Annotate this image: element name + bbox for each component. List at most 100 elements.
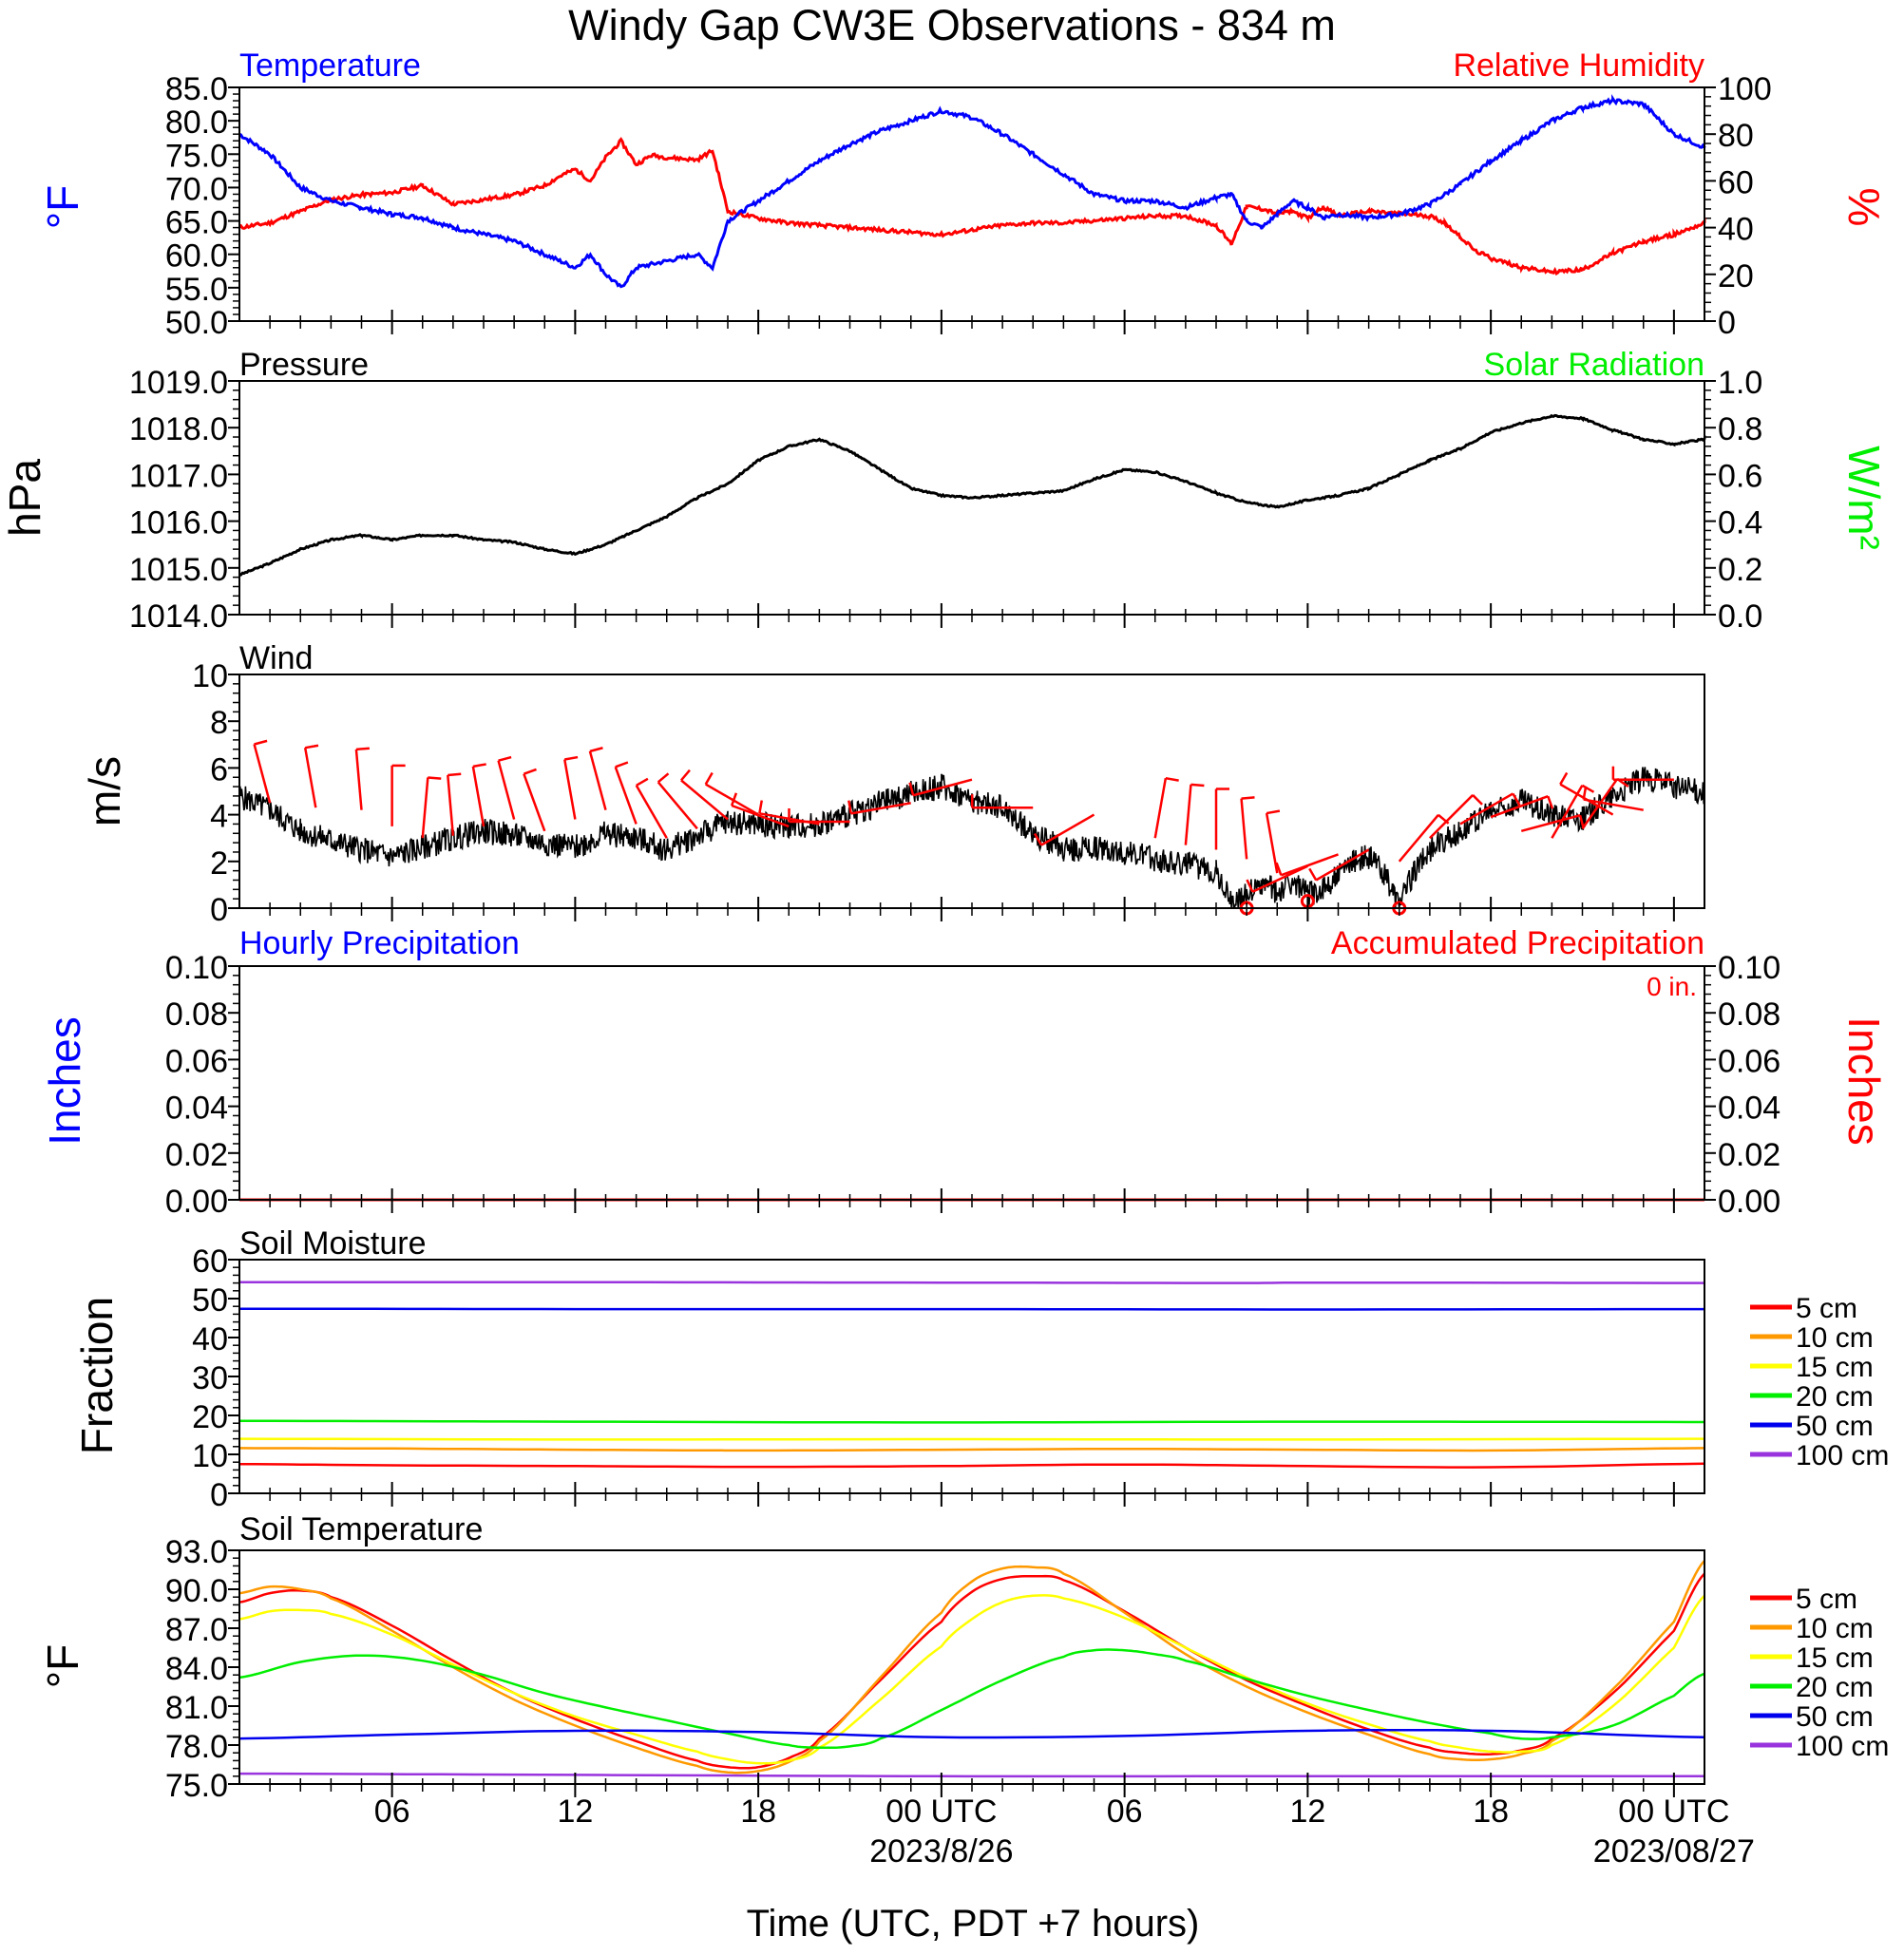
humidity-tick-label: 60: [1718, 164, 1754, 200]
wind-barb: [563, 755, 579, 820]
hourly-precip-tick-label: 0.00: [165, 1184, 228, 1220]
soil-temperature-tick-label: 81.0: [165, 1690, 228, 1726]
soil-temperature-tick-label: 75.0: [165, 1768, 228, 1804]
x-axis-label: Time (UTC, PDT +7 hours): [747, 1903, 1200, 1945]
wind-tick-label: 10: [192, 658, 228, 694]
wind-barb: [971, 794, 1034, 809]
temperature-tick-label: 75.0: [165, 138, 228, 174]
figure-title: Windy Gap CW3E Observations - 834 m: [568, 1, 1336, 49]
humidity-tick-label: 20: [1718, 258, 1754, 294]
pressure-tick-label: 1019.0: [129, 365, 228, 401]
temperature-unit-label: °F: [38, 185, 87, 230]
temperature-tick-label: 85.0: [165, 71, 228, 107]
x-tick-label: 12: [557, 1794, 593, 1830]
soil-moisture-tick-label: 50: [192, 1282, 228, 1319]
humidity-line: [238, 137, 1706, 276]
pressure-tick-label: 1014.0: [129, 598, 228, 635]
accum-precip-tick-label: 0.00: [1718, 1184, 1780, 1220]
legend-label: 20 cm: [1796, 1381, 1874, 1413]
temperature-humidity-panel: Temperature Relative Humidity °F % 85.08…: [38, 47, 1889, 341]
temperature-tick-label: 80.0: [165, 104, 228, 141]
wind-tick-label: 2: [210, 845, 228, 882]
soil-temperature-line-15cm: [238, 1594, 1705, 1765]
temperature-plot-frame: [238, 86, 1705, 322]
wind-barb: [730, 792, 790, 828]
pressure-tick-label: 1017.0: [129, 458, 228, 494]
accum-precip-tick-label: 0.06: [1718, 1043, 1780, 1079]
hourly-precip-tick-label: 0.10: [165, 950, 228, 986]
wind-barb: [421, 776, 442, 839]
hourly-precip-unit-label: Inches: [40, 1016, 89, 1146]
precipitation-panel: Hourly Precipitation Accumulated Precipi…: [40, 925, 1889, 1220]
x-tick-label: 00 UTC: [885, 1794, 997, 1830]
precip-plot-frame: [238, 965, 1705, 1201]
x-date-label: 2023/8/26: [869, 1833, 1013, 1870]
wind-barb: [1265, 809, 1281, 874]
wind-barb: [704, 771, 759, 816]
pressure-tick-label: 1016.0: [129, 505, 228, 541]
wind-barb: [635, 777, 668, 839]
humidity-title: Relative Humidity: [1453, 47, 1704, 84]
solar-tick-label: 0.4: [1718, 505, 1762, 541]
hourly-precip-tick-label: 0.04: [165, 1091, 228, 1127]
wind-barb: [1308, 848, 1370, 882]
solar-title: Solar Radiation: [1484, 347, 1704, 383]
pressure-solar-panel: Pressure Solar Radiation hPa W/m² 1019.0…: [0, 347, 1889, 635]
soil-temperature-line-50cm: [238, 1728, 1705, 1740]
x-tick-label: 06: [374, 1794, 410, 1830]
wind-barb: [657, 772, 698, 830]
legend-label: 50 cm: [1796, 1411, 1874, 1442]
solar-tick-label: 0.2: [1718, 552, 1762, 588]
legend-label: 10 cm: [1796, 1613, 1874, 1644]
soil-temperature-tick-label: 87.0: [165, 1612, 228, 1648]
wind-barb: [588, 747, 607, 811]
wind-barb: [1611, 766, 1674, 781]
wind-barb: [614, 761, 638, 825]
temperature-line: [238, 94, 1706, 289]
soil-temperature-panel: Soil Temperature °F 93.090.087.084.081.0…: [38, 1511, 1889, 1804]
soil-moisture-tick-label: 30: [192, 1360, 228, 1396]
legend-label: 50 cm: [1796, 1701, 1874, 1733]
soil-moisture-line-10cm: [238, 1447, 1705, 1452]
solar-unit-label: W/m²: [1839, 446, 1889, 550]
soil-temperature-tick-label: 90.0: [165, 1573, 228, 1609]
temperature-tick-label: 65.0: [165, 205, 228, 241]
soil-moisture-tick-label: 60: [192, 1243, 228, 1280]
wind-barb: [1275, 853, 1339, 877]
wind-tick-label: 4: [210, 799, 228, 835]
wind-barb: [471, 763, 486, 827]
accum-precip-tick-label: 0.08: [1718, 996, 1780, 1033]
hourly-precip-tick-label: 0.02: [165, 1137, 228, 1173]
pressure-line: [238, 413, 1706, 577]
x-tick-label: 00 UTC: [1618, 1794, 1729, 1830]
wind-barb: [1459, 792, 1521, 826]
wind-barb: [847, 800, 911, 815]
wind-plot-frame: [238, 674, 1705, 909]
solar-tick-label: 0.8: [1718, 411, 1762, 447]
solar-tick-label: 0.0: [1718, 598, 1762, 635]
soil-temperature-title: Soil Temperature: [239, 1511, 483, 1547]
soil-moisture-tick-label: 20: [192, 1399, 228, 1435]
humidity-unit-label: %: [1839, 188, 1889, 227]
wind-speed-line: [238, 767, 1705, 910]
legend-label: 100 cm: [1796, 1731, 1889, 1762]
wind-barb: [788, 807, 850, 824]
soil-moisture-line-15cm: [238, 1437, 1705, 1441]
humidity-tick-label: 0: [1718, 305, 1736, 341]
soil-moisture-line-50cm: [239, 1307, 1704, 1311]
accum-precip-title: Accumulated Precipitation: [1331, 925, 1704, 961]
wind-barb: [523, 768, 546, 832]
wind-tick-label: 0: [210, 892, 228, 928]
humidity-tick-label: 80: [1718, 118, 1754, 154]
wind-barb: [1428, 794, 1483, 840]
x-tick-label: 18: [740, 1794, 776, 1830]
wind-barb: [1153, 776, 1179, 839]
legend-label: 100 cm: [1796, 1440, 1889, 1471]
wind-tick-label: 8: [210, 705, 228, 741]
soil-moisture-unit-label: Fraction: [72, 1297, 122, 1454]
legend-label: 20 cm: [1796, 1672, 1874, 1703]
soil-temperature-tick-label: 84.0: [165, 1651, 228, 1687]
